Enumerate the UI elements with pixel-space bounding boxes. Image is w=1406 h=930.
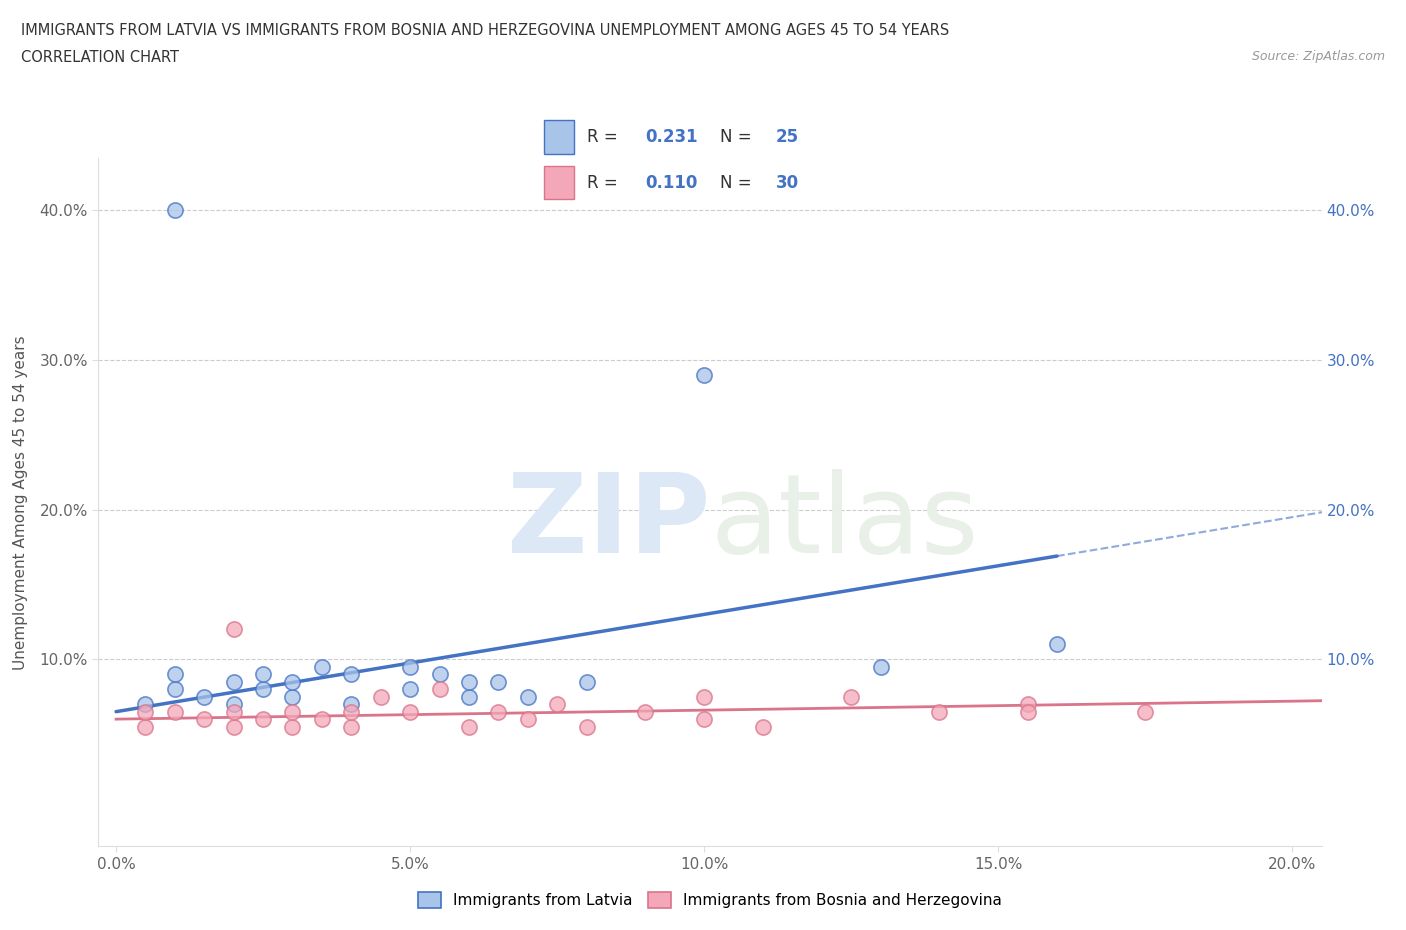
Point [928,704,950,719]
Point [693,689,716,704]
Text: 30: 30 [776,174,799,192]
Point [222,704,245,719]
Point [134,719,156,734]
Text: 25: 25 [776,128,799,146]
Point [486,704,509,719]
Point [370,689,392,704]
Point [281,689,304,704]
Point [163,704,186,719]
Point [486,674,509,689]
Point [1135,704,1157,719]
Point [1017,704,1039,719]
Point [340,697,363,711]
Point [429,667,451,682]
Legend: Immigrants from Latvia, Immigrants from Bosnia and Herzegovina: Immigrants from Latvia, Immigrants from … [412,886,1008,914]
Text: R =: R = [586,174,623,192]
Text: CORRELATION CHART: CORRELATION CHART [21,50,179,65]
Text: R =: R = [586,128,623,146]
Point [193,689,215,704]
Point [134,704,156,719]
Point [516,711,538,726]
Point [575,674,598,689]
Y-axis label: Unemployment Among Ages 45 to 54 years: Unemployment Among Ages 45 to 54 years [14,335,28,670]
Point [693,367,716,382]
Point [869,659,891,674]
Text: atlas: atlas [710,470,979,577]
Point [458,674,481,689]
Point [311,659,333,674]
Point [575,719,598,734]
Point [281,674,304,689]
Point [222,719,245,734]
Point [458,719,481,734]
Text: N =: N = [720,174,756,192]
Point [693,711,716,726]
Text: 0.110: 0.110 [645,174,697,192]
Bar [544,120,575,153]
Point [222,622,245,637]
Point [163,682,186,697]
Point [281,704,304,719]
Point [340,719,363,734]
Point [222,697,245,711]
Text: Source: ZipAtlas.com: Source: ZipAtlas.com [1251,50,1385,63]
Point [752,719,775,734]
Point [340,667,363,682]
Point [134,697,156,711]
Point [340,704,363,719]
Point [399,682,422,697]
Bar [544,166,575,200]
Point [222,674,245,689]
Point [546,697,568,711]
Point [252,711,274,726]
Point [634,704,657,719]
Point [281,719,304,734]
Text: IMMIGRANTS FROM LATVIA VS IMMIGRANTS FROM BOSNIA AND HERZEGOVINA UNEMPLOYMENT AM: IMMIGRANTS FROM LATVIA VS IMMIGRANTS FRO… [21,23,949,38]
Point [516,689,538,704]
Text: ZIP: ZIP [506,470,710,577]
Point [399,704,422,719]
Text: 0.231: 0.231 [645,128,699,146]
Point [429,682,451,697]
Text: N =: N = [720,128,756,146]
Point [252,667,274,682]
Point [252,682,274,697]
Point [163,667,186,682]
Point [163,203,186,218]
Point [311,711,333,726]
Point [839,689,862,704]
Point [1046,637,1069,652]
Point [458,689,481,704]
Point [1017,697,1039,711]
Point [193,711,215,726]
Point [399,659,422,674]
